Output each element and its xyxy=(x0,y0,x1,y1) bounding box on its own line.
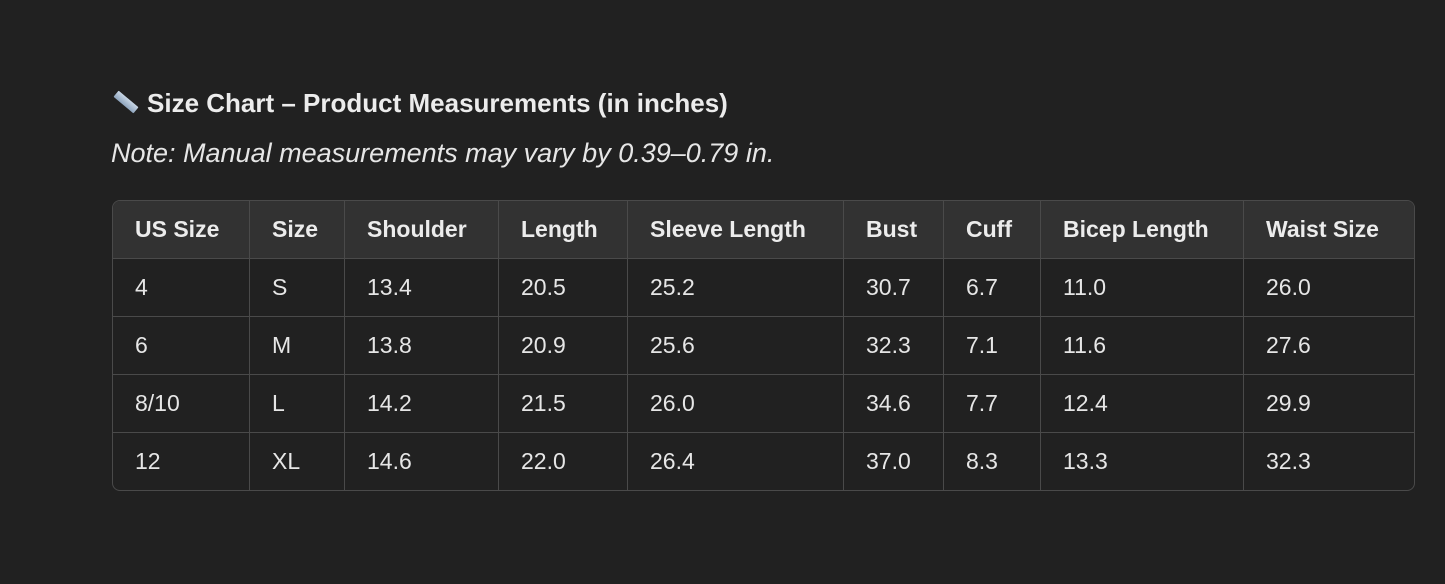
table-cell: 27.6 xyxy=(1244,317,1414,375)
table-cell: 7.1 xyxy=(944,317,1041,375)
table-row: 8/10 L 14.2 21.5 26.0 34.6 7.7 12.4 29.9 xyxy=(113,375,1414,433)
table-cell: 14.6 xyxy=(345,433,499,490)
table-row: 6 M 13.8 20.9 25.6 32.3 7.1 11.6 27.6 xyxy=(113,317,1414,375)
table-cell: L xyxy=(250,375,345,433)
table-cell: 12 xyxy=(113,433,250,490)
table-cell: 13.3 xyxy=(1041,433,1244,490)
size-chart-table: US Size Size Shoulder Length Sleeve Length Bu… xyxy=(112,200,1415,491)
table-row: 12 XL 14.6 22.0 26.4 37.0 8.3 13.3 32.3 xyxy=(113,433,1414,490)
table-cell: 26.0 xyxy=(1244,259,1414,317)
column-header: US Size xyxy=(113,201,250,259)
title-text: Size Chart – Product Measurements (in in… xyxy=(147,88,728,118)
column-header: Size xyxy=(250,201,345,259)
ruler-icon xyxy=(113,90,139,114)
table-cell: 13.8 xyxy=(345,317,499,375)
table-cell: 6 xyxy=(113,317,250,375)
page-title: Size Chart – Product Measurements (in in… xyxy=(111,88,728,119)
table-cell: 25.6 xyxy=(628,317,844,375)
table-cell: 20.9 xyxy=(499,317,628,375)
table-cell: 12.4 xyxy=(1041,375,1244,433)
table-cell: 32.3 xyxy=(1266,448,1311,474)
table-cell: 29.9 xyxy=(1244,375,1414,433)
table-cell: 13.4 xyxy=(345,259,499,317)
table-cell: 4 xyxy=(113,259,250,317)
table-cell: M xyxy=(250,317,345,375)
table-cell: 8.3 xyxy=(944,433,1041,490)
table-cell: 6.7 xyxy=(944,259,1041,317)
table-header-row: US Size Size Shoulder Length Sleeve Length Bu… xyxy=(113,201,1414,259)
table-cell: 34.6 xyxy=(844,375,944,433)
table-cell: 26.0 xyxy=(628,375,844,433)
table-cell: 14.2 xyxy=(345,375,499,433)
table-cell: 7.7 xyxy=(944,375,1041,433)
table-cell: 8/10 xyxy=(113,375,250,433)
column-header: Length xyxy=(499,201,628,259)
table-cell: 30.7 xyxy=(844,259,944,317)
table-row: 4 S 13.4 20.5 25.2 30.7 6.7 11.0 26.0 xyxy=(113,259,1414,317)
column-header: Shoulder xyxy=(345,201,499,259)
column-header: Cuff xyxy=(944,201,1041,259)
table-cell: 22.0 xyxy=(499,433,628,490)
column-header: Waist Size xyxy=(1244,201,1414,259)
table-cell: 11.6 xyxy=(1041,317,1244,375)
column-header: Sleeve Length xyxy=(628,201,844,259)
table-cell: 20.5 xyxy=(499,259,628,317)
column-header: Bust xyxy=(844,201,944,259)
table-cell: 25.2 xyxy=(628,259,844,317)
table-cell: 26.4 xyxy=(628,433,844,490)
table-cell: 11.0 xyxy=(1041,259,1244,317)
measurement-note: Note: Manual measurements may vary by 0.… xyxy=(111,138,775,168)
column-header: Bicep Length xyxy=(1041,201,1244,259)
table-cell: S xyxy=(250,259,345,317)
table-cell: 21.5 xyxy=(499,375,628,433)
table-cell: 37.0 xyxy=(844,433,944,490)
table-cell: 32.3 xyxy=(844,317,944,375)
table-cell: XL xyxy=(250,433,345,490)
